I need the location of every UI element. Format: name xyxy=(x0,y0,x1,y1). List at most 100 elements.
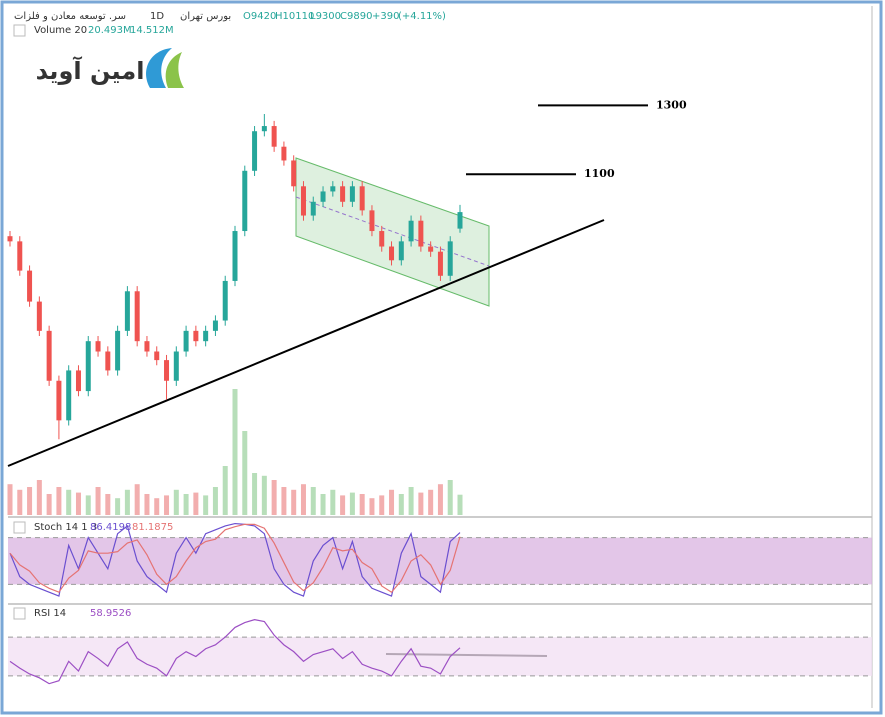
volume-bar xyxy=(271,480,277,515)
indicator-title: Stoch 14 1 3 xyxy=(34,522,97,533)
volume-bar xyxy=(85,495,91,515)
volume-bar xyxy=(300,484,306,515)
volume-bar xyxy=(134,484,140,515)
ohlc-low: L9300 xyxy=(310,11,341,22)
candle-body xyxy=(85,341,91,392)
volume-bar xyxy=(95,487,101,515)
volume-bar xyxy=(115,498,121,515)
volume-bar xyxy=(75,492,81,515)
candle-body xyxy=(242,170,248,232)
volume-bar xyxy=(369,498,375,515)
volume-bar xyxy=(36,480,42,515)
interval: 1D xyxy=(150,11,164,22)
candle-body xyxy=(144,341,150,352)
candle-body xyxy=(379,231,385,247)
volume-bar xyxy=(320,494,326,515)
volume-bar xyxy=(349,492,355,515)
volume-bar xyxy=(183,494,189,515)
candle-body xyxy=(105,351,111,371)
candle-body xyxy=(408,220,414,242)
candle-body xyxy=(154,351,160,361)
logo-text: امین آوید xyxy=(36,56,145,85)
volume-ma: 20.493M xyxy=(88,25,132,36)
candle-body xyxy=(271,126,277,147)
candle-body xyxy=(164,360,170,381)
volume-bar xyxy=(330,489,336,515)
candle-body xyxy=(193,330,199,342)
indicator-line xyxy=(9,523,461,593)
channel-median xyxy=(295,196,490,267)
ohlc-open: O9420 xyxy=(243,11,276,22)
indicator-line xyxy=(9,619,461,685)
candle-body xyxy=(457,212,463,229)
logo-mark xyxy=(146,48,172,88)
candle-body xyxy=(418,220,424,247)
volume-bar xyxy=(457,494,463,515)
trendline xyxy=(7,219,605,467)
candle-body xyxy=(7,236,13,242)
volume-bar xyxy=(46,494,52,515)
volume-bar xyxy=(379,495,385,515)
candle-body xyxy=(183,330,189,352)
level-label: 1100 xyxy=(584,167,615,180)
candle-body xyxy=(27,270,33,302)
collapse-button[interactable] xyxy=(13,607,26,620)
candle-body xyxy=(447,241,453,276)
candle-body xyxy=(56,380,62,421)
volume-bar xyxy=(261,475,267,515)
volume-bar xyxy=(173,489,179,515)
indicator-title: RSI 14 xyxy=(34,608,66,619)
candle-body xyxy=(261,126,267,132)
volume-title: Volume 20 xyxy=(34,25,87,36)
candle-body xyxy=(281,146,287,161)
volume-bar xyxy=(281,487,287,515)
volume-value: 14.512M xyxy=(130,25,174,36)
band-fill xyxy=(8,537,872,585)
header: سر. توسعه معادن و فلزات 1D بورس تهران O9… xyxy=(14,11,446,22)
indicator-value: 58.9526 xyxy=(90,608,131,619)
candle-body xyxy=(310,201,316,216)
candle-body xyxy=(300,186,306,216)
indicator-value: 86.4198 xyxy=(90,522,131,533)
candle-body xyxy=(95,341,101,352)
volume-bar xyxy=(154,498,160,515)
ohlc-close: C9890 xyxy=(340,11,372,22)
candle-body xyxy=(115,330,121,371)
volume-bar xyxy=(291,489,297,515)
band-fill xyxy=(8,637,872,676)
candle-body xyxy=(173,351,179,381)
volume-bar xyxy=(144,494,150,515)
volume-bar xyxy=(232,389,238,515)
volume-bar xyxy=(418,492,424,515)
candle-body xyxy=(36,301,42,331)
volume-bar xyxy=(27,487,33,515)
candle-body xyxy=(252,131,258,171)
indicator-line xyxy=(9,522,461,597)
candle-body xyxy=(437,251,443,276)
volume-bar xyxy=(7,484,13,515)
level-label: 1300 xyxy=(656,98,687,111)
candle-body xyxy=(330,186,336,192)
candle-body xyxy=(389,246,395,261)
candle-body xyxy=(349,186,355,202)
volume-bar xyxy=(193,492,199,515)
volume-bar xyxy=(222,466,228,515)
volume-bar xyxy=(66,489,72,515)
change-pct: (+4.11%) xyxy=(398,11,446,22)
volume-bar xyxy=(340,495,346,515)
volume-bar xyxy=(252,473,258,515)
volume-bar xyxy=(359,494,365,515)
candle-body xyxy=(124,291,130,331)
volume-bar xyxy=(437,484,443,515)
collapse-button[interactable] xyxy=(13,521,26,534)
candle-body xyxy=(428,246,434,252)
collapse-button[interactable] xyxy=(13,24,26,37)
ohlc-high: H10110 xyxy=(275,11,314,22)
candle-body xyxy=(134,291,140,342)
volume-bar xyxy=(105,494,111,515)
candle-body xyxy=(320,191,326,202)
volume-bar xyxy=(242,431,248,515)
